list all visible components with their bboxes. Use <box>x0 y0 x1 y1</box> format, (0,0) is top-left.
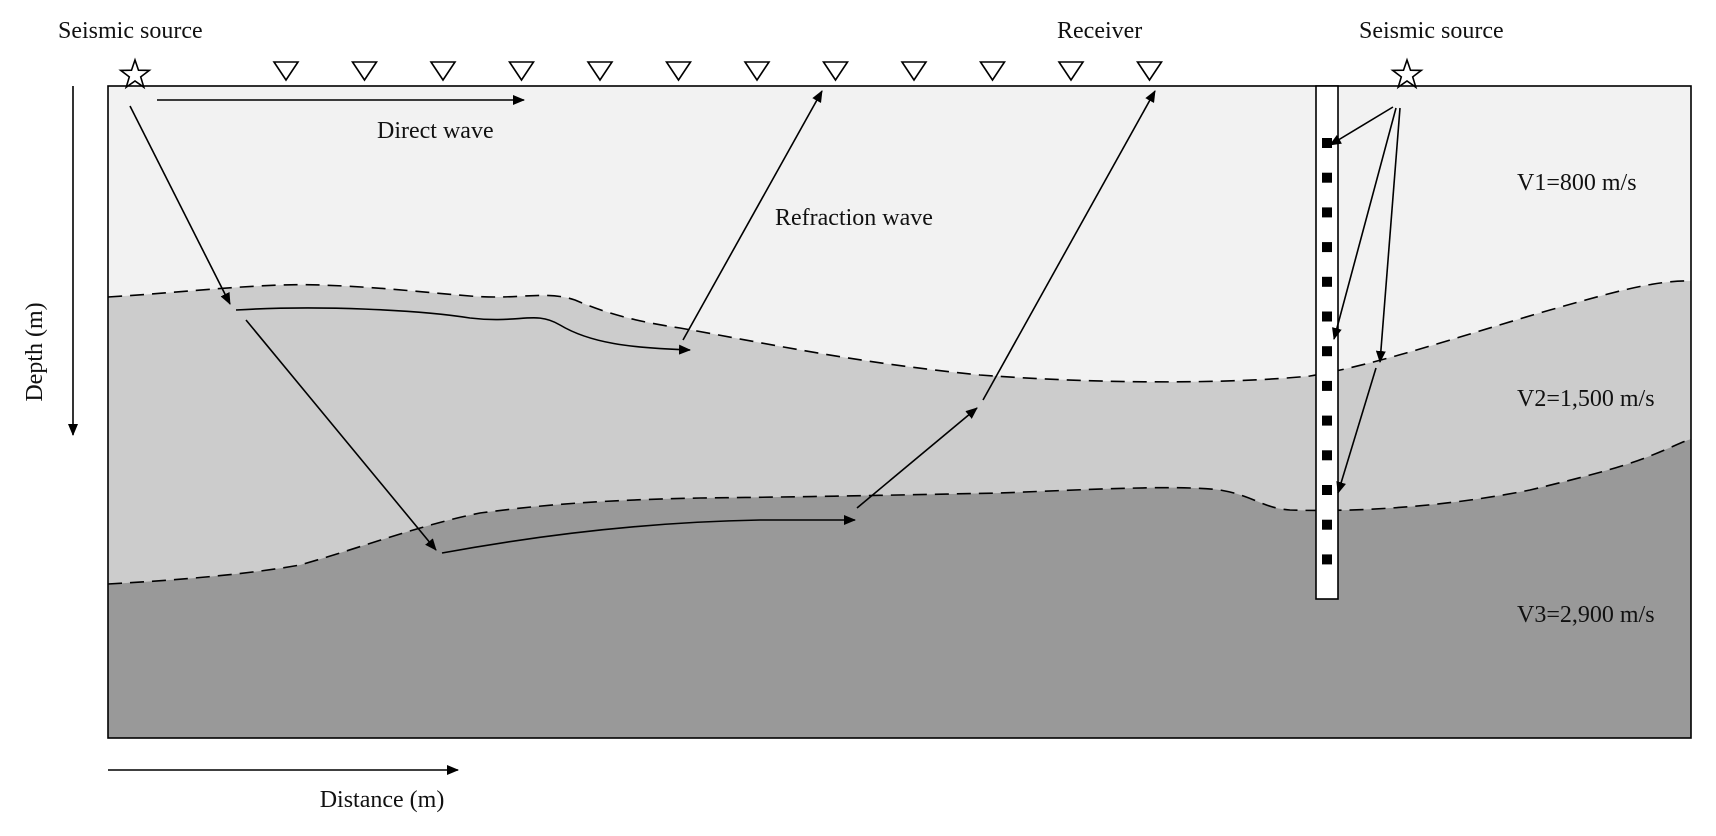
borehole-sensor-icon <box>1322 276 1332 287</box>
borehole-sensors <box>1322 138 1332 565</box>
depth-axis-label: Depth (m) <box>22 302 48 401</box>
receiver-icon <box>351 61 378 82</box>
borehole-ray-3a <box>1375 107 1401 363</box>
seismic-source-right-icon <box>1390 57 1424 90</box>
receiver-icon <box>1136 61 1163 82</box>
source-right-label: Seismic source <box>1359 18 1504 44</box>
borehole-sensor-icon <box>1322 242 1332 253</box>
interface-2-3 <box>107 438 1692 585</box>
borehole-sensor-icon <box>1322 554 1332 565</box>
receiver-icon <box>1057 61 1085 82</box>
refraction-wave-label: Refraction wave <box>775 205 933 231</box>
layer-3-region <box>108 439 1691 738</box>
deep-up-ray <box>856 407 978 509</box>
borehole-sensor-icon <box>1322 415 1332 426</box>
shallow-incident-ray <box>129 105 231 305</box>
shallow-refracted-ray <box>235 307 691 355</box>
distance-axis-label: Distance (m) <box>320 787 445 813</box>
receiver-icon <box>429 61 457 82</box>
deep-incident-ray <box>245 319 437 551</box>
section-frame <box>107 85 1692 739</box>
borehole-sensor-icon <box>1322 346 1332 357</box>
receiver-array <box>272 61 1163 82</box>
v3-label: V3=2,900 m/s <box>1517 602 1655 628</box>
deep-refracted-ray <box>441 515 856 554</box>
receiver-icon <box>665 61 692 82</box>
borehole-sensor-icon <box>1322 207 1332 218</box>
receiver-icon <box>586 61 614 82</box>
borehole-sensor-icon <box>1322 485 1332 495</box>
v1-label: V1=800 m/s <box>1517 170 1637 196</box>
direct-wave-label: Direct wave <box>377 118 494 144</box>
receiver-icon <box>979 61 1006 82</box>
receiver-icon <box>900 61 928 82</box>
receiver-icon <box>272 61 300 82</box>
seismic-source-left-icon <box>118 57 152 90</box>
borehole-sensor-icon <box>1322 450 1332 461</box>
borehole-ray-1 <box>1329 106 1394 146</box>
borehole-sensor-icon <box>1322 311 1332 322</box>
shallow-emergent-ray <box>682 90 823 341</box>
receiver-icon <box>822 61 849 82</box>
borehole-ray-2 <box>1332 107 1397 340</box>
borehole-sensor-icon <box>1322 380 1332 391</box>
receiver-icon <box>508 61 535 82</box>
receiver-icon <box>743 61 771 82</box>
borehole <box>1315 85 1339 600</box>
deep-emergent-ray <box>982 90 1156 401</box>
borehole-sensor-icon <box>1322 172 1332 183</box>
borehole-ray-3b <box>1336 367 1377 494</box>
v2-label: V2=1,500 m/s <box>1517 386 1655 412</box>
borehole-sensor-icon <box>1322 519 1332 530</box>
borehole-sensor-icon <box>1322 138 1332 148</box>
receiver-label: Receiver <box>1057 18 1142 44</box>
source-left-label: Seismic source <box>58 18 203 44</box>
